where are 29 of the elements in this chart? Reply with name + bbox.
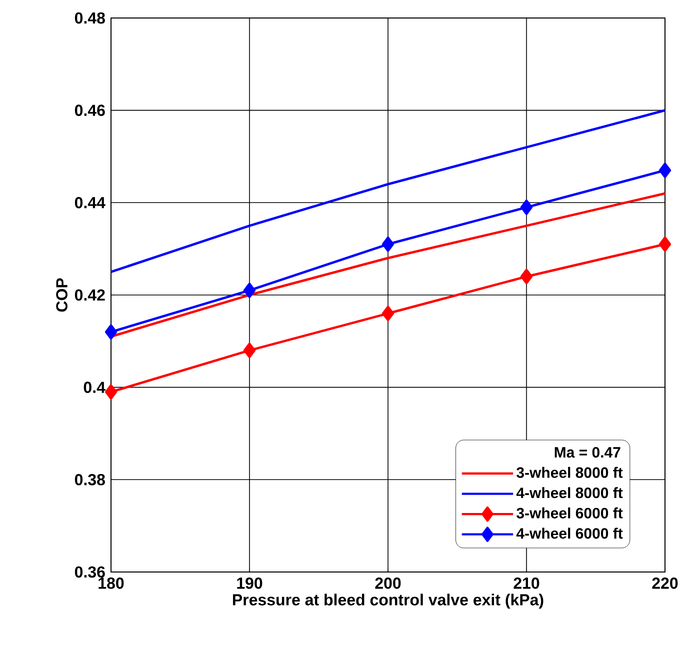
legend-label: 4-wheel 6000 ft [516,528,623,539]
legend-label: 4-wheel 8000 ft [516,487,623,498]
x-tick-label: 210 [514,578,540,589]
x-tick-label: 200 [375,578,401,589]
y-tick-label: 0.4 [84,382,106,393]
point [382,236,394,252]
y-tick-label: 0.44 [74,197,106,208]
point [382,306,394,322]
point [658,162,672,178]
y-tick-label: 0.38 [74,474,105,486]
point [104,384,118,400]
x-tick-label: 190 [237,578,262,589]
legend-title: Ma = 0.47 [554,447,620,458]
point [658,236,672,252]
y-tick-label: 0.48 [74,12,105,24]
y-tick-label: 0.42 [74,289,105,301]
x-axis-title: Pressure at bleed control valve exit (kPa) [233,594,544,609]
y-tick-label: 0.36 [74,566,105,578]
legend-label: 3-wheel 8000 ft [516,466,623,478]
legend-label: 3-wheel 6000 ft [516,507,623,518]
point [243,342,256,358]
point [243,282,256,298]
point [520,200,533,215]
y-axis-title: COP [56,278,68,312]
x-tick-label: 220 [652,578,678,589]
y-tick-label: 0.46 [74,104,105,116]
point [104,324,118,340]
x-tick-label: 180 [98,578,124,589]
point [520,268,533,284]
